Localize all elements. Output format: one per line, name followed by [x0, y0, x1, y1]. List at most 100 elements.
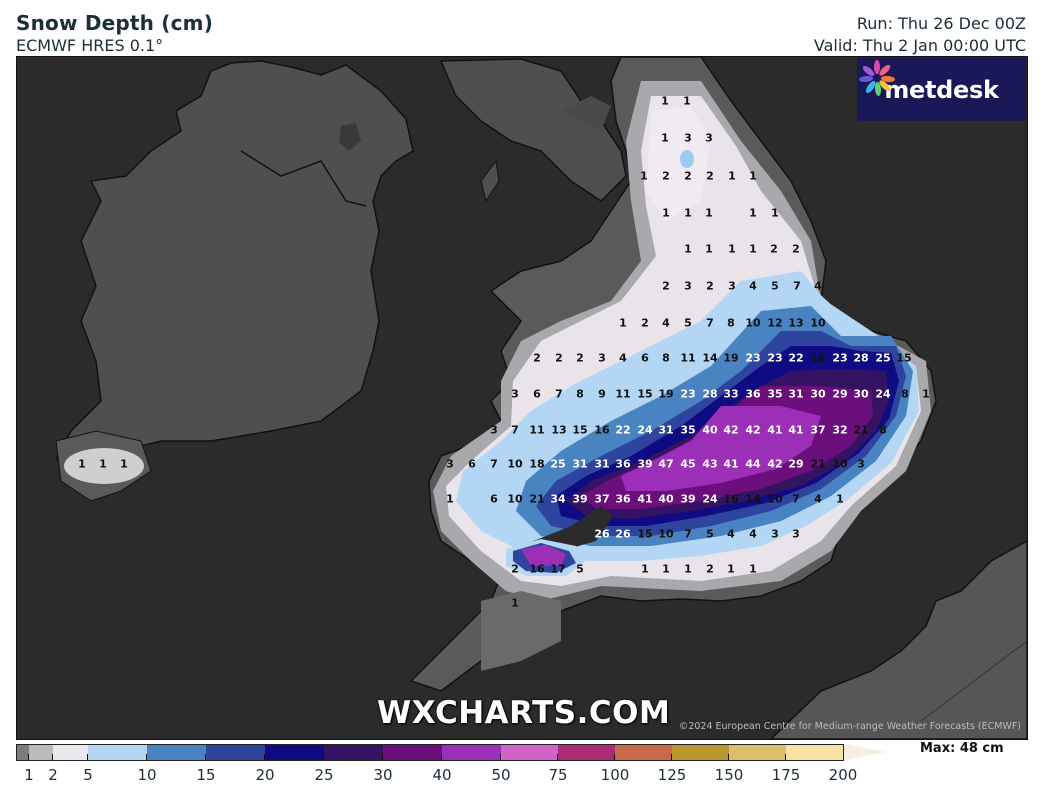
snow-depth-value: 1	[836, 492, 844, 506]
snow-depth-value: 23	[767, 351, 783, 365]
snow-depth-value: 1	[78, 457, 86, 471]
snow-depth-value: 1	[683, 94, 691, 108]
colorbar-segment	[615, 745, 673, 760]
snow-depth-value: 1	[99, 457, 107, 471]
snow-depth-value: 4	[662, 316, 670, 330]
snow-depth-value: 7	[490, 457, 498, 471]
snow-depth-value: 10	[810, 316, 826, 330]
metdesk-logo: metdesk	[857, 58, 1026, 121]
snow-depth-value: 1	[446, 492, 454, 506]
snow-depth-value: 29	[788, 457, 804, 471]
snow-depth-value: 16	[529, 562, 545, 576]
colorbar-segment	[383, 745, 443, 760]
snow-depth-value: 7	[684, 527, 692, 541]
colorbar-extend-arrow	[844, 744, 886, 760]
snow-depth-value: 40	[702, 423, 718, 437]
snow-depth-value: 1	[662, 206, 670, 220]
snow-depth-value: 36	[615, 492, 631, 506]
snow-depth-value: 24	[702, 492, 718, 506]
snow-depth-value: 42	[723, 423, 739, 437]
snow-depth-value: 19	[658, 387, 674, 401]
snow-depth-value: 3	[857, 457, 865, 471]
colorbar-tick-label: 25	[314, 766, 334, 784]
snow-depth-value: 35	[767, 387, 783, 401]
chart-title: Snow Depth (cm)	[16, 11, 214, 35]
snow-depth-value: 1	[705, 242, 713, 256]
snow-depth-value: 16	[810, 351, 826, 365]
snow-depth-value: 15	[637, 387, 653, 401]
snow-depth-value: 35	[680, 423, 696, 437]
snow-depth-value: 10	[507, 492, 523, 506]
snow-depth-value: 4	[727, 527, 735, 541]
snow-depth-value: 2	[511, 562, 519, 576]
snow-depth-value: 14	[745, 492, 761, 506]
snow-depth-value: 3	[511, 387, 519, 401]
snow-depth-value: 8	[901, 387, 909, 401]
snow-depth-value: 13	[788, 316, 804, 330]
snow-depth-value: 28	[702, 387, 718, 401]
run-time: Run: Thu 26 Dec 00Z	[856, 14, 1026, 33]
colorbar-tick-label: 20	[255, 766, 275, 784]
snow-depth-value: 1	[684, 242, 692, 256]
snow-depth-value: 33	[723, 387, 739, 401]
snow-depth-value: 2	[706, 562, 714, 576]
snow-depth-value: 8	[662, 351, 670, 365]
snow-depth-value: 22	[615, 423, 631, 437]
snow-depth-value: 7	[706, 316, 714, 330]
snow-depth-value: 30	[810, 387, 826, 401]
snow-depth-value: 1	[728, 169, 736, 183]
snow-depth-value: 31	[594, 457, 610, 471]
snow-depth-value: 1	[661, 131, 669, 145]
snow-depth-value: 21	[853, 423, 869, 437]
snow-depth-value: 47	[658, 457, 674, 471]
snow-depth-value: 19	[723, 351, 739, 365]
snow-depth-value: 5	[706, 527, 714, 541]
colorbar-tick-label: 2	[48, 766, 58, 784]
snow-depth-value: 21	[529, 492, 545, 506]
colorbar-tick-label: 125	[657, 766, 687, 784]
metdesk-logo-text: metdesk	[884, 75, 999, 104]
snow-depth-value: 6	[533, 387, 541, 401]
snow-depth-value: 10	[767, 492, 783, 506]
snow-depth-value: 21	[810, 457, 826, 471]
snow-depth-value: 36	[615, 457, 631, 471]
snow-depth-value: 2	[533, 351, 541, 365]
colorbar-tick-label: 5	[83, 766, 93, 784]
wxcharts-watermark: WXCHARTS.COM	[377, 695, 671, 731]
snow-depth-value: 10	[745, 316, 761, 330]
snow-depth-value: 1	[640, 169, 648, 183]
snow-depth-value: 3	[684, 279, 692, 293]
snow-depth-value: 30	[853, 387, 869, 401]
snow-depth-value: 43	[702, 457, 718, 471]
colorbar-segment	[501, 745, 559, 760]
ecmwf-copyright: ©2024 European Centre for Medium-range W…	[678, 721, 1021, 732]
max-value-label: Max: 48 cm	[920, 741, 1004, 756]
colorbar-tick-label: 150	[714, 766, 744, 784]
snow-depth-value: 16	[594, 423, 610, 437]
snow-depth-value: 2	[555, 351, 563, 365]
colorbar-segment	[442, 745, 502, 760]
colorbar-segment	[88, 745, 148, 760]
snow-depth-value: 4	[619, 351, 627, 365]
snow-depth-value: 1	[922, 387, 930, 401]
colorbar	[16, 744, 844, 761]
colorbar-segment	[53, 745, 89, 760]
snow-depth-value: 41	[637, 492, 653, 506]
snow-depth-value: 40	[658, 492, 674, 506]
snow-depth-value: 6	[641, 351, 649, 365]
snow-depth-value: 2	[576, 351, 584, 365]
snow-depth-value: 18	[529, 457, 545, 471]
snow-depth-value: 11	[615, 387, 631, 401]
snow-depth-value: 45	[680, 457, 696, 471]
snow-depth-value: 42	[767, 457, 783, 471]
snow-depth-value: 41	[788, 423, 804, 437]
snow-depth-value: 23	[745, 351, 761, 365]
snow-depth-value: 23	[680, 387, 696, 401]
snow-depth-value: 3	[792, 527, 800, 541]
snow-depth-value: 7	[555, 387, 563, 401]
colorbar-tick-label: 10	[137, 766, 157, 784]
snow-depth-value: 23	[832, 351, 848, 365]
metdesk-starburst-icon	[859, 60, 895, 96]
snow-depth-value: 41	[723, 457, 739, 471]
